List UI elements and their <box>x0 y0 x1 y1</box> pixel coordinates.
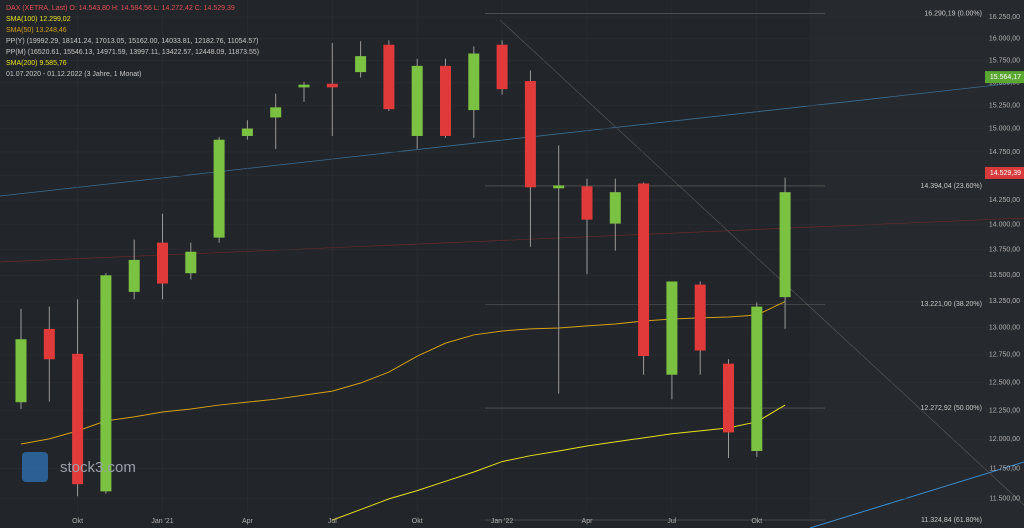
candle-body <box>72 353 84 485</box>
y-tick-label: 14.750,00 <box>989 149 1020 156</box>
trend-line <box>0 217 1024 263</box>
sma-line <box>20 301 786 445</box>
legend-entry: PP(Y) (19992.29, 18141.24, 17013.05, 151… <box>6 38 258 45</box>
fib-label: 13.221,00 (38.20%) <box>921 301 983 308</box>
candle-body <box>553 185 565 189</box>
x-tick-label: Okt <box>412 518 423 525</box>
legend-entry: DAX (XETRA, Last) O: 14.543,80 H: 14.584… <box>6 5 235 12</box>
candle-body <box>751 306 763 451</box>
y-tick-label: 12.250,00 <box>989 407 1020 414</box>
trend-line <box>809 461 1024 528</box>
candle-body <box>411 65 423 136</box>
y-tick-label: 14.000,00 <box>989 221 1020 228</box>
x-tick-label: Jul <box>328 518 337 525</box>
y-tick-label: 13.250,00 <box>989 298 1020 305</box>
candle-body <box>213 139 225 238</box>
x-tick-label: Okt <box>72 518 83 525</box>
legend-entry: PP(M) (16520.61, 15546.13, 14971.59, 139… <box>6 49 259 56</box>
candle-body <box>496 44 508 90</box>
legend-entry: SMA(50) 13.248,46 <box>6 27 67 34</box>
fib-label: 14.394,04 (23.60%) <box>921 183 983 190</box>
candle-body <box>524 81 536 188</box>
candle-body <box>100 275 112 492</box>
candle-body <box>638 183 650 356</box>
y-tick-label: 15.500,00 <box>989 80 1020 87</box>
y-tick-label: 15.250,00 <box>989 102 1020 109</box>
legend-entry: SMA(100) 12.299,02 <box>6 16 71 23</box>
y-tick-label: 16.250,00 <box>989 14 1020 21</box>
x-tick-label: Apr <box>242 518 254 525</box>
candle-body <box>609 192 621 224</box>
x-tick-label: Jul <box>667 518 676 525</box>
price-marker <box>985 71 1024 84</box>
candle-body <box>43 328 55 360</box>
candle-body <box>723 363 734 433</box>
candle-body <box>694 284 706 351</box>
candle-body <box>440 65 451 136</box>
candle-body <box>157 242 168 284</box>
watermark: stock3.com <box>60 459 136 476</box>
fib-label: 16.290,19 (0.00%) <box>924 10 982 17</box>
candle-body <box>128 259 140 292</box>
y-tick-label: 12.750,00 <box>989 352 1020 359</box>
candle-body <box>383 44 395 110</box>
x-tick-label: Apr <box>582 518 594 525</box>
candle-body <box>666 281 678 375</box>
candle-body <box>468 53 480 111</box>
indicators <box>20 301 786 521</box>
fib-label: 12.272,92 (50.00%) <box>921 405 983 412</box>
candle-body <box>270 107 282 118</box>
future-area <box>810 0 1024 528</box>
candles <box>15 40 791 497</box>
candle-body <box>15 339 27 403</box>
fib-label: 11.324,84 (61.80%) <box>921 517 982 524</box>
price-marker-label: 14.529,39 <box>990 170 1021 177</box>
y-tick-label: 13.500,00 <box>989 272 1020 279</box>
labels: 11.500,00 11.750,00 12.000,00 12.250,00 12.5… <box>6 5 1024 525</box>
y-tick-label: 16.000,00 <box>989 35 1020 42</box>
trend-line <box>499 19 1024 506</box>
legend-entry: SMA(200) 9.585,76 <box>6 60 67 67</box>
x-tick-label: Jan '22 <box>491 518 513 525</box>
y-tick-label: 11.750,00 <box>989 466 1020 473</box>
legend-entry: 01.07.2020 - 01.12.2022 (3 Jahre, 1 Mona… <box>6 71 141 78</box>
candle-body <box>241 128 253 136</box>
candle-body <box>779 192 791 298</box>
candle-body <box>581 186 593 220</box>
candle-body <box>298 84 310 88</box>
trend-line <box>0 81 1024 197</box>
candle-body <box>185 251 197 274</box>
x-tick-label: Okt <box>751 518 762 525</box>
y-tick-label: 12.500,00 <box>989 379 1020 386</box>
candle-body <box>355 56 367 73</box>
y-tick-label: 12.000,00 <box>989 436 1020 443</box>
x-tick-label: Jan '21 <box>151 518 173 525</box>
sma-line <box>332 404 786 521</box>
watermark-logo: stock3.com <box>22 452 136 482</box>
y-tick-label: 14.250,00 <box>989 197 1020 204</box>
price-marker <box>985 166 1024 179</box>
y-tick-label: 13.000,00 <box>989 325 1020 332</box>
candle-body <box>326 83 338 88</box>
y-tick-label: 15.000,00 <box>989 125 1020 132</box>
y-tick-label: 11.500,00 <box>989 495 1020 502</box>
y-tick-label: 15.750,00 <box>989 57 1020 64</box>
price-marker-label: 15.564,17 <box>990 74 1021 81</box>
y-tick-label: 13.750,00 <box>989 247 1020 254</box>
